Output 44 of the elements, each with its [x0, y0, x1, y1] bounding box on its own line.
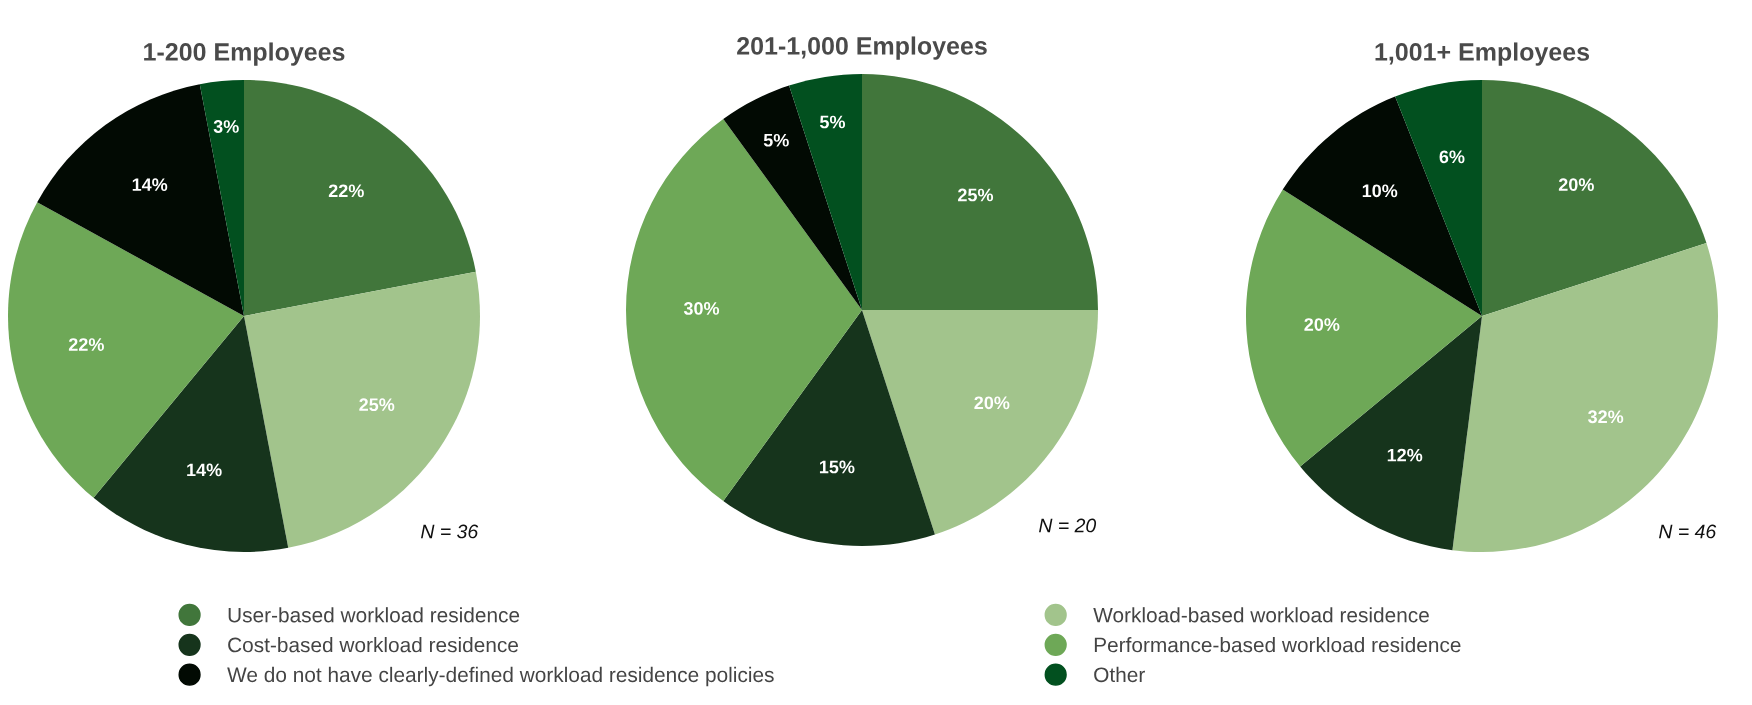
- data-label: 5%: [763, 133, 789, 147]
- data-label: 14%: [187, 463, 222, 477]
- pie-slice: [1300, 316, 1482, 551]
- data-label: 20%: [974, 396, 1010, 410]
- data-label: 20%: [1304, 318, 1340, 331]
- legend-label: We do not have clearly-defined workload residence policies: [227, 666, 774, 687]
- pie-slice: [1452, 243, 1718, 552]
- legend-label: User-based workload residence: [228, 607, 520, 623]
- pie-slice: [723, 85, 862, 310]
- data-label: 22%: [68, 338, 104, 351]
- data-label: 14%: [132, 178, 168, 191]
- legend-label: Cost-based workload residence: [228, 636, 518, 653]
- data-label: 22%: [328, 184, 364, 198]
- pie-slice: [244, 271, 480, 548]
- chart-title: 1-200 Employees: [144, 42, 345, 66]
- text: N = 46: [1659, 524, 1717, 539]
- text: N = 20: [1039, 518, 1097, 533]
- pie-slice: [199, 80, 244, 316]
- pie-slice: [244, 80, 476, 316]
- data-label: 32%: [1588, 410, 1624, 424]
- data-label: 5%: [819, 115, 846, 129]
- pie-slice: [723, 310, 935, 546]
- pie-slice: [1482, 80, 1707, 316]
- data-label: 15%: [819, 460, 855, 474]
- data-label: 20%: [1558, 178, 1594, 192]
- pie-slice: [789, 74, 862, 310]
- data-label: 6%: [1439, 150, 1465, 164]
- chart-title: 201-1,000 Employees: [737, 36, 987, 60]
- data-label: 25%: [359, 398, 395, 412]
- pie-slice: [1282, 96, 1482, 316]
- pie-slice: [862, 310, 1098, 535]
- data-label: 12%: [1387, 448, 1423, 462]
- pie-slice: [8, 202, 244, 498]
- data-label: 30%: [683, 302, 720, 315]
- text: N = 36: [421, 524, 479, 539]
- pie-slice: [37, 84, 244, 316]
- data-label: 3%: [213, 120, 239, 133]
- legend-label: Other: [1094, 666, 1145, 683]
- pie-slice: [862, 74, 1098, 310]
- legend-label: Workload-based workload residence: [1093, 607, 1429, 623]
- chart-title: 1,001+ Employees: [1375, 42, 1590, 66]
- legend-label: Performance-based workload residence: [1094, 636, 1461, 653]
- data-label: 25%: [958, 188, 994, 202]
- data-label: 10%: [1362, 184, 1398, 198]
